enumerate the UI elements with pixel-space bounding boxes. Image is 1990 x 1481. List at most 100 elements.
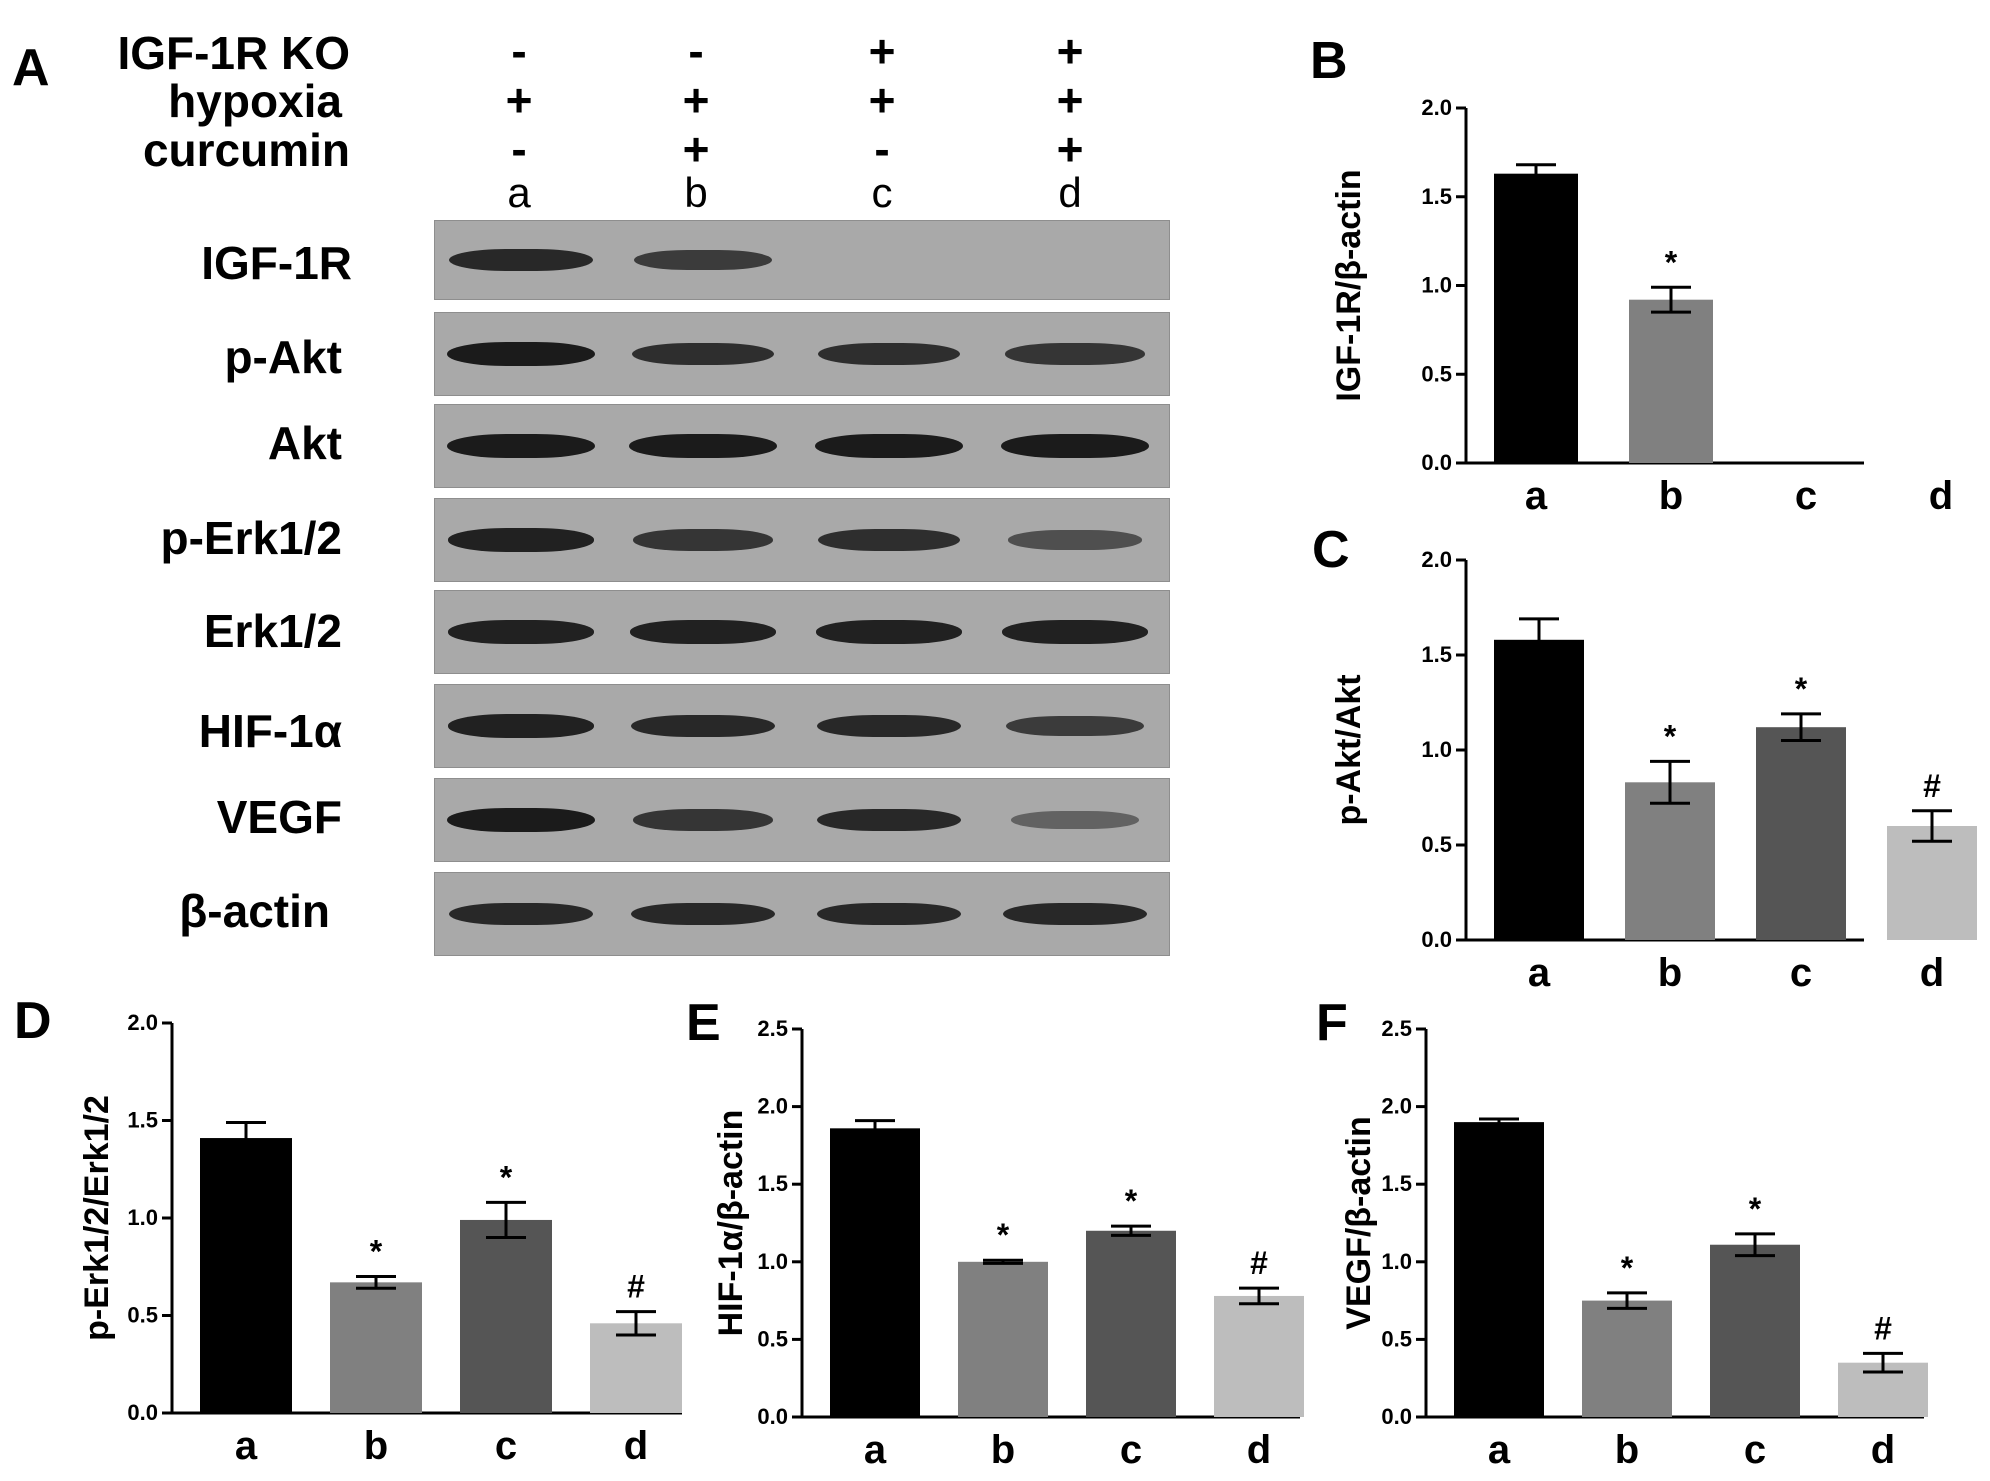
y-tick-label: 1.5 (127, 1108, 158, 1133)
blot-band (814, 434, 964, 458)
x-tick-label: c (1744, 1428, 1766, 1472)
x-tick-label: a (864, 1428, 887, 1472)
blot-band (446, 808, 596, 832)
condition-symbol: + (1056, 74, 1084, 126)
blot-band (816, 902, 962, 926)
bar (958, 1261, 1048, 1417)
blot-label-p-akt: p-Akt (224, 331, 342, 383)
significance-marker: * (1664, 718, 1677, 754)
x-tick-label: a (1525, 474, 1548, 518)
y-tick-label: 2.0 (757, 1094, 788, 1119)
bar (1494, 173, 1578, 464)
chart-panel-d: D 0.0 0.5 1.0 1.5 2.0 p-Erk1/2/Erk1/2 a * b * c # d (14, 992, 682, 1468)
y-tick-label: 0.0 (757, 1404, 788, 1429)
blot-band (1011, 811, 1139, 829)
blot-hif1a (434, 684, 1170, 768)
blot-band (447, 528, 595, 552)
blot-beta-actin (434, 872, 1170, 956)
blot-band (632, 809, 774, 831)
blot-akt (434, 404, 1170, 488)
significance-marker: * (997, 1217, 1010, 1253)
condition-label-hypoxia: hypoxia (168, 75, 342, 127)
condition-symbol: - (511, 25, 527, 77)
blot-igf1r (434, 220, 1170, 300)
condition-symbol: - (874, 123, 890, 175)
condition-label-curcumin: curcumin (142, 124, 350, 176)
x-tick-label: c (1795, 474, 1817, 518)
y-tick-label: 0.5 (1421, 832, 1452, 857)
blot-band (631, 343, 775, 365)
significance-marker: * (1125, 1183, 1138, 1219)
blot-band (633, 249, 773, 271)
y-axis-label: p-Erk1/2/Erk1/2 (78, 1095, 116, 1341)
blot-band (816, 808, 962, 832)
y-tick-label: 2.5 (1381, 1016, 1412, 1041)
y-axis-label: VEGF/β-actin (1340, 1116, 1378, 1329)
y-axis-label: IGF-1R/β-actin (1330, 169, 1368, 401)
bar (1494, 639, 1584, 940)
x-tick-label: a (235, 1424, 258, 1468)
y-tick-label: 0.5 (127, 1303, 158, 1328)
bar (1629, 299, 1713, 463)
blot-vegf (434, 778, 1170, 862)
blot-band (630, 902, 776, 926)
x-tick-label: b (1659, 474, 1683, 518)
x-tick-label: c (1120, 1428, 1142, 1472)
significance-marker: * (370, 1234, 383, 1270)
significance-marker: # (627, 1269, 645, 1305)
y-tick-label: 1.0 (757, 1249, 788, 1274)
significance-marker: * (1749, 1191, 1762, 1227)
y-tick-label: 2.0 (1421, 547, 1452, 572)
y-tick-label: 0.0 (1381, 1404, 1412, 1429)
blot-label-vegf: VEGF (216, 791, 342, 843)
y-tick-label: 1.0 (127, 1205, 158, 1230)
chart-panel-c: C 0.0 0.5 1.0 1.5 2.0 p-Akt/Akt a * b * c # d (1312, 521, 1977, 995)
significance-marker: * (1665, 244, 1678, 280)
panel-label: E (686, 994, 721, 1052)
lane-label: d (1058, 169, 1082, 216)
x-tick-label: c (1790, 951, 1812, 995)
condition-symbol: - (511, 123, 527, 175)
y-tick-label: 1.5 (1421, 642, 1452, 667)
bar (200, 1138, 292, 1413)
blot-label-p-erk: p-Erk1/2 (160, 512, 342, 564)
blot-band (447, 620, 595, 644)
blot-p-akt (434, 312, 1170, 396)
bar (1582, 1300, 1672, 1417)
bar (590, 1323, 682, 1413)
lane-label: c (871, 169, 893, 216)
x-tick-label: a (1528, 951, 1551, 995)
blot-band (1002, 902, 1148, 926)
y-tick-label: 0.5 (1381, 1326, 1412, 1351)
panel-label: B (1310, 32, 1348, 90)
y-tick-label: 1.5 (1381, 1171, 1412, 1196)
blot-band (1008, 530, 1142, 550)
condition-symbol: + (1056, 25, 1084, 77)
bar (830, 1128, 920, 1417)
condition-symbol: + (1056, 123, 1084, 175)
bar (1214, 1295, 1304, 1417)
bar (1086, 1230, 1176, 1417)
blot-band (1000, 434, 1150, 458)
condition-symbol: + (868, 25, 896, 77)
bar (1710, 1244, 1800, 1417)
blot-label-akt: Akt (267, 417, 342, 469)
condition-symbol: - (688, 25, 704, 77)
blot-band (446, 342, 596, 366)
y-tick-label: 1.5 (1421, 184, 1452, 209)
y-tick-label: 0.5 (1421, 361, 1452, 386)
x-tick-label: b (1658, 951, 1682, 995)
x-tick-label: d (1871, 1428, 1895, 1472)
panel-label: F (1316, 994, 1348, 1052)
blot-erk (434, 590, 1170, 674)
y-tick-label: 0.0 (1421, 450, 1452, 475)
blot-band (816, 714, 962, 738)
blot-band (817, 343, 961, 365)
bar (1887, 826, 1977, 940)
y-tick-label: 0.0 (1421, 927, 1452, 952)
y-axis-label: p-Akt/Akt (1330, 674, 1368, 825)
y-tick-label: 2.5 (757, 1016, 788, 1041)
y-tick-label: 1.0 (1421, 737, 1452, 762)
x-tick-label: c (495, 1424, 517, 1468)
x-tick-label: a (1488, 1428, 1511, 1472)
